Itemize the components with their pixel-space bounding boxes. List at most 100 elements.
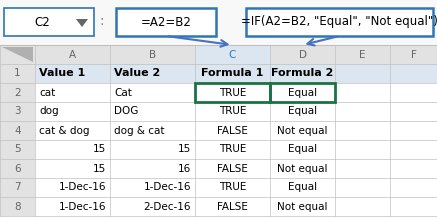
Bar bbox=[35, 197, 110, 216]
Text: 1-Dec-16: 1-Dec-16 bbox=[59, 183, 106, 192]
Text: C2: C2 bbox=[34, 15, 50, 29]
Text: TRUE: TRUE bbox=[219, 88, 246, 97]
Bar bbox=[270, 197, 335, 216]
Bar bbox=[335, 121, 390, 140]
Text: E: E bbox=[359, 50, 366, 59]
Text: FALSE: FALSE bbox=[217, 202, 248, 211]
Text: 1-Dec-16: 1-Dec-16 bbox=[59, 202, 106, 211]
Polygon shape bbox=[76, 19, 88, 27]
Bar bbox=[0, 0, 437, 45]
Bar bbox=[35, 83, 110, 102]
Text: :: : bbox=[100, 14, 104, 28]
Text: TRUE: TRUE bbox=[219, 145, 246, 154]
Bar bbox=[195, 140, 270, 159]
Bar bbox=[110, 64, 195, 83]
Bar bbox=[195, 121, 270, 140]
Text: TRUE: TRUE bbox=[219, 183, 246, 192]
Bar bbox=[390, 197, 437, 216]
Bar bbox=[195, 83, 270, 102]
Bar bbox=[335, 197, 390, 216]
Bar bbox=[195, 159, 270, 178]
Bar bbox=[110, 197, 195, 216]
Bar bbox=[335, 102, 390, 121]
Bar bbox=[35, 64, 110, 83]
Text: =IF(A2=B2, "Equal", "Not equal"): =IF(A2=B2, "Equal", "Not equal") bbox=[241, 15, 437, 29]
Bar bbox=[335, 83, 390, 102]
Bar bbox=[195, 83, 270, 102]
Text: 5: 5 bbox=[14, 145, 21, 154]
Polygon shape bbox=[2, 47, 33, 62]
Text: Equal: Equal bbox=[288, 183, 317, 192]
FancyBboxPatch shape bbox=[4, 8, 94, 36]
Text: B: B bbox=[149, 50, 156, 59]
Text: DOG: DOG bbox=[114, 106, 139, 117]
Bar bbox=[390, 121, 437, 140]
Bar bbox=[0, 83, 35, 102]
Text: 7: 7 bbox=[14, 183, 21, 192]
Bar bbox=[270, 140, 335, 159]
Text: dog & cat: dog & cat bbox=[114, 125, 164, 136]
Bar bbox=[335, 178, 390, 197]
Bar bbox=[195, 64, 270, 83]
Text: Equal: Equal bbox=[288, 88, 317, 97]
Bar bbox=[35, 121, 110, 140]
Bar bbox=[35, 140, 110, 159]
Bar bbox=[335, 45, 390, 64]
Bar bbox=[390, 45, 437, 64]
Text: 6: 6 bbox=[14, 163, 21, 174]
Text: 1: 1 bbox=[14, 68, 21, 79]
Text: dog: dog bbox=[39, 106, 59, 117]
FancyBboxPatch shape bbox=[246, 8, 433, 36]
Text: FALSE: FALSE bbox=[217, 125, 248, 136]
Text: Equal: Equal bbox=[288, 106, 317, 117]
Text: 1-Dec-16: 1-Dec-16 bbox=[143, 183, 191, 192]
Bar bbox=[195, 45, 270, 64]
Bar bbox=[270, 121, 335, 140]
Bar bbox=[110, 45, 195, 64]
Text: F: F bbox=[411, 50, 416, 59]
Bar bbox=[270, 64, 335, 83]
Text: TRUE: TRUE bbox=[219, 106, 246, 117]
Bar bbox=[335, 159, 390, 178]
Text: FALSE: FALSE bbox=[217, 163, 248, 174]
Bar bbox=[390, 102, 437, 121]
Bar bbox=[335, 64, 390, 83]
Text: 15: 15 bbox=[93, 145, 106, 154]
Bar bbox=[0, 45, 35, 64]
Bar bbox=[110, 121, 195, 140]
Text: Formula 2: Formula 2 bbox=[271, 68, 334, 79]
Text: D: D bbox=[298, 50, 306, 59]
Bar bbox=[110, 140, 195, 159]
Text: 16: 16 bbox=[178, 163, 191, 174]
Text: 15: 15 bbox=[93, 163, 106, 174]
Text: Equal: Equal bbox=[288, 145, 317, 154]
Text: 15: 15 bbox=[178, 145, 191, 154]
Bar bbox=[270, 159, 335, 178]
Text: cat & dog: cat & dog bbox=[39, 125, 90, 136]
Text: Not equal: Not equal bbox=[277, 163, 328, 174]
Bar bbox=[35, 102, 110, 121]
Text: Cat: Cat bbox=[114, 88, 132, 97]
Bar bbox=[270, 83, 335, 102]
Bar bbox=[195, 178, 270, 197]
Bar bbox=[35, 178, 110, 197]
Bar bbox=[335, 140, 390, 159]
Bar bbox=[390, 64, 437, 83]
Bar bbox=[270, 45, 335, 64]
Bar bbox=[0, 197, 35, 216]
Bar bbox=[270, 178, 335, 197]
Bar bbox=[0, 140, 35, 159]
Bar bbox=[35, 45, 110, 64]
Bar bbox=[270, 102, 335, 121]
Bar bbox=[0, 121, 35, 140]
Bar bbox=[195, 197, 270, 216]
Text: 4: 4 bbox=[14, 125, 21, 136]
Text: Value 2: Value 2 bbox=[114, 68, 160, 79]
Text: Formula 1: Formula 1 bbox=[201, 68, 264, 79]
Bar bbox=[0, 178, 35, 197]
Text: 2-Dec-16: 2-Dec-16 bbox=[143, 202, 191, 211]
Text: 2: 2 bbox=[14, 88, 21, 97]
Bar bbox=[110, 102, 195, 121]
Bar bbox=[0, 159, 35, 178]
FancyBboxPatch shape bbox=[116, 8, 216, 36]
